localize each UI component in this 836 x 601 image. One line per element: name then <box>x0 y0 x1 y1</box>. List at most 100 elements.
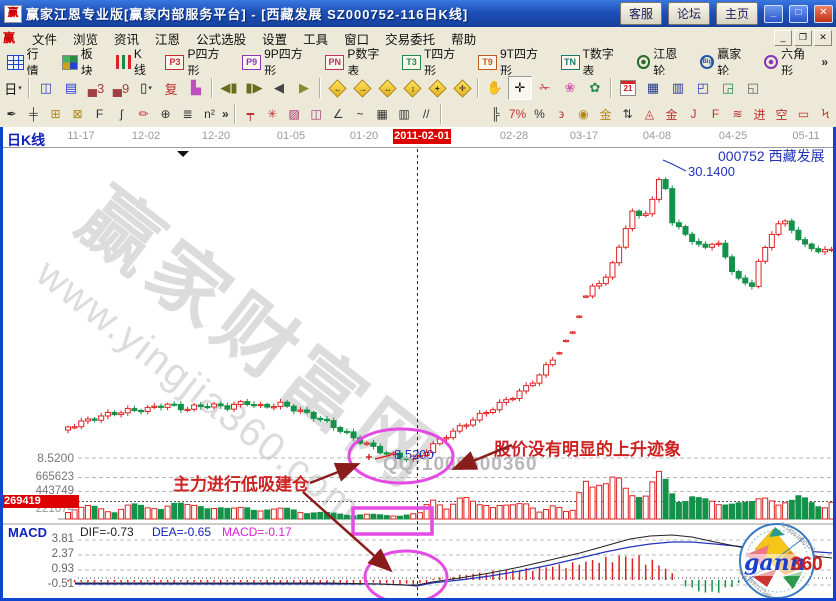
toolbar-button-P四方形[interactable]: P3 P四方形 <box>160 42 235 82</box>
menu-item-江恩[interactable]: 江恩 <box>155 32 181 47</box>
service-button[interactable]: 客服 <box>619 2 662 25</box>
homepage-button[interactable]: 主页 <box>715 2 758 25</box>
hand-tool-button[interactable]: ✋ <box>483 76 507 100</box>
minimize-button[interactable]: _ <box>764 4 783 23</box>
go-last-button[interactable]: ▮▶ <box>242 76 266 100</box>
toolbar-button-行情[interactable]: 行情 <box>2 42 55 82</box>
draw-tool-button[interactable]: ▨ <box>284 103 305 125</box>
draw-tool-button[interactable]: ╠ <box>485 103 506 125</box>
period-combo-button[interactable]: 日 ▾ <box>1 76 25 100</box>
draw-tool-button[interactable]: n² <box>199 103 220 125</box>
list-view-button[interactable]: ▤ <box>59 76 83 100</box>
draw-tool-button[interactable]: ʃ <box>111 103 132 125</box>
crosshair-tool-button[interactable]: ✛ <box>508 76 532 100</box>
remote-pc-button[interactable]: ◱ <box>741 76 765 100</box>
chart-9-button[interactable]: ▄9 <box>109 76 133 100</box>
draw-tool-button[interactable]: ▭ <box>793 103 814 125</box>
draw-tool-button[interactable]: 空 <box>771 103 792 125</box>
draw-tool-button[interactable]: ╪ <box>23 103 44 125</box>
restore-button[interactable]: 复 <box>159 76 183 100</box>
pan-left-button[interactable]: ← <box>325 76 349 100</box>
doc-close-button[interactable]: ✕ <box>814 30 832 46</box>
menu-item-文件[interactable]: 文件 <box>32 32 58 47</box>
draw-tool-button[interactable]: ∠ <box>328 103 349 125</box>
mark-green-button[interactable]: ✿ <box>583 76 607 100</box>
draw-overflow-chevron[interactable]: » <box>222 107 229 121</box>
calendar-button[interactable]: 21 <box>616 76 640 100</box>
draw-tool-button[interactable]: ◉ <box>573 103 594 125</box>
draw-tool-button[interactable]: ✒ <box>1 103 22 125</box>
draw-tool-button[interactable]: J <box>683 103 704 125</box>
pan-right-button[interactable]: → <box>350 76 374 100</box>
kline-chart[interactable] <box>0 147 836 601</box>
draw-tool-button[interactable]: ≋ <box>727 103 748 125</box>
save-button[interactable]: ◰ <box>691 76 715 100</box>
draw-tool-button[interactable]: ≣ <box>177 103 198 125</box>
forum-button[interactable]: 论坛 <box>667 2 710 25</box>
toolbar-button-K线[interactable]: K线 <box>111 44 158 81</box>
cut-tool-button[interactable]: ✁ <box>533 76 557 100</box>
draw-tool-button[interactable]: ◫ <box>306 103 327 125</box>
draw-tool-button[interactable]: ▥ <box>394 103 415 125</box>
draw-tool-button[interactable]: ◬ <box>639 103 660 125</box>
notes-button[interactable]: ▥ <box>666 76 690 100</box>
go-prev-button[interactable]: ◀ <box>267 76 291 100</box>
draw-tool-button[interactable]: F <box>89 103 110 125</box>
maximize-button[interactable]: □ <box>789 4 808 23</box>
draw-tool-button[interactable]: 进 <box>749 103 770 125</box>
toolbar-button-T数字表[interactable]: TN T数字表 <box>556 42 630 82</box>
draw-tool-button[interactable]: ⇅ <box>617 103 638 125</box>
draw-tool-button[interactable]: Ϟ <box>815 103 836 125</box>
draw-tool-button[interactable]: ✳ <box>262 103 283 125</box>
toolbar-button-赢家轮[interactable]: Big 赢家轮 <box>695 42 757 82</box>
toolbar-button-T四方形[interactable]: T3 T四方形 <box>397 42 471 82</box>
menu-item-公式选股[interactable]: 公式选股 <box>196 32 247 47</box>
zoom-v-button[interactable]: ↕ <box>400 76 424 100</box>
candle-style-button[interactable]: ▯ ▾ <box>134 76 158 100</box>
window-layout-button[interactable]: ◫ <box>34 76 58 100</box>
close-button[interactable]: ✕ <box>814 4 833 23</box>
draw-tool-button[interactable]: ⊞ <box>45 103 66 125</box>
draw-tool-button[interactable]: ~ <box>350 103 371 125</box>
draw-tool-icon: 空 <box>775 107 788 122</box>
doc-minimize-button[interactable]: _ <box>774 30 792 46</box>
draw-tool-button[interactable]: ✏ <box>133 103 154 125</box>
menu-item-交易委托[interactable]: 交易委托 <box>385 32 436 47</box>
draw-tool-button[interactable]: % <box>529 103 550 125</box>
menu-item-设置[interactable]: 设置 <box>262 32 288 47</box>
menu-item-帮助[interactable]: 帮助 <box>451 32 477 47</box>
toolbar-button-板块[interactable]: 板块 <box>57 42 109 82</box>
doc-restore-button[interactable]: ❐ <box>794 30 812 46</box>
zoom-h-button[interactable]: ↔ <box>375 76 399 100</box>
draw-tool-button[interactable]: 金 <box>661 103 682 125</box>
go-first-button[interactable]: ◀▮ <box>217 76 241 100</box>
draw-tool-button[interactable]: 7% <box>507 103 528 125</box>
chart-3-button[interactable]: ▄3 <box>84 76 108 100</box>
mark-pink-button[interactable]: ❀ <box>558 76 582 100</box>
menu-item-资讯[interactable]: 资讯 <box>114 32 140 47</box>
toolbar-button-9P四方形[interactable]: P9 9P四方形 <box>237 42 318 82</box>
menu-item-工具[interactable]: 工具 <box>303 32 329 47</box>
go-next-button[interactable]: ▶ <box>292 76 316 100</box>
toolbar-button-9T四方形[interactable]: T9 9T四方形 <box>473 42 554 82</box>
menu-item-窗口[interactable]: 窗口 <box>344 32 370 47</box>
toolbar-button-label: 赢家轮 <box>717 47 742 78</box>
toolbar-button-六角形[interactable]: 六角形 <box>759 42 821 82</box>
calculator-button[interactable]: ▦ <box>641 76 665 100</box>
toolbar-overflow-chevron[interactable]: » <box>821 55 828 69</box>
toolbar-button-P数字表[interactable]: PN P数字表 <box>320 42 395 82</box>
draw-tool-button[interactable]: 金 <box>595 103 616 125</box>
draw-tool-button[interactable]: ⊕ <box>155 103 176 125</box>
draw-tool-button[interactable]: ▦ <box>372 103 393 125</box>
draw-tool-button[interactable]: // <box>416 103 437 125</box>
zoom-in-button[interactable]: + <box>425 76 449 100</box>
toolbar-button-江恩轮[interactable]: 江恩轮 <box>632 42 694 82</box>
draw-tool-button[interactable]: ⊠ <box>67 103 88 125</box>
menu-item-浏览[interactable]: 浏览 <box>73 32 99 47</box>
color-chart-button[interactable]: ▙ <box>184 76 208 100</box>
draw-tool-button[interactable]: ┯ <box>240 103 261 125</box>
draw-tool-button[interactable]: ϶ <box>551 103 572 125</box>
draw-tool-button[interactable]: F <box>705 103 726 125</box>
zoom-all-button[interactable]: ✛ <box>450 76 474 100</box>
net-share-button[interactable]: ◲ <box>716 76 740 100</box>
